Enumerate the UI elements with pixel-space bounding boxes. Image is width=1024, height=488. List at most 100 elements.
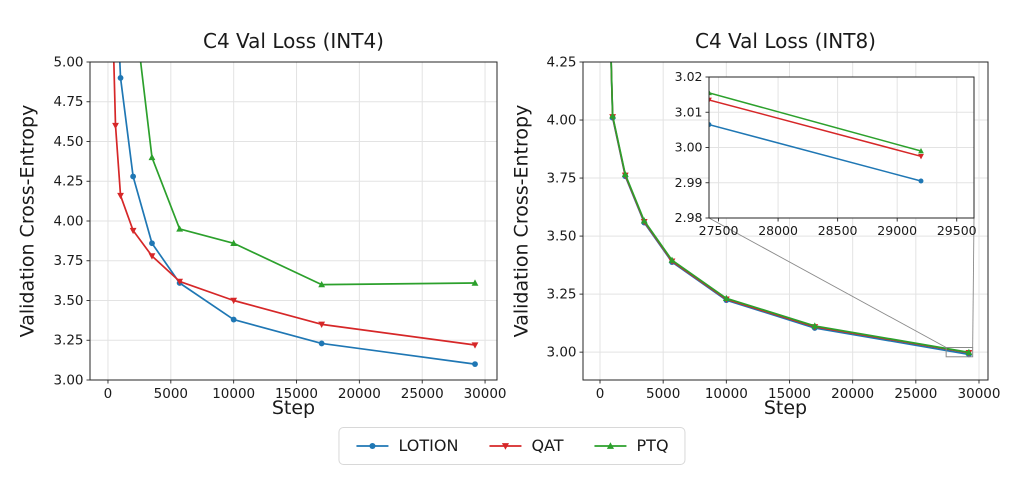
series-qat — [112, 62, 479, 349]
marker-triangle-down — [230, 297, 238, 305]
marker-triangle-up — [640, 217, 648, 224]
marker-triangle-down — [501, 443, 510, 450]
x-tick-label: 25000 — [894, 386, 937, 402]
x-tick-label: 29000 — [877, 223, 917, 238]
marker-triangle-up — [609, 112, 617, 119]
marker-circle — [130, 173, 137, 180]
x-tick-label: 27500 — [699, 223, 739, 238]
y-axis-label: Validation Cross-Entropy — [510, 105, 532, 338]
x-tick-label: 5000 — [646, 386, 680, 402]
series-lotion-line — [709, 123, 922, 182]
marker-triangle-up — [918, 147, 924, 154]
marker-circle — [230, 316, 237, 323]
marker-triangle-down — [471, 342, 479, 349]
y-tick-label: 3.00 — [546, 345, 576, 361]
series-lotion — [709, 122, 924, 184]
y-tick-label: 5.00 — [53, 54, 83, 70]
marker-triangle-up — [130, 0, 137, 1]
marker-triangle-down — [709, 97, 712, 103]
marker-circle — [318, 340, 325, 347]
series-ptq-line — [709, 92, 922, 152]
marker-circle — [117, 75, 124, 81]
legend: LOTION QAT PTQ — [338, 427, 686, 465]
marker-triangle-up — [230, 239, 238, 246]
x-tick-label: 0 — [596, 386, 605, 402]
axis-ticks: 27500 28000 28500 29000 29500 2.98 2.99 3.00 3.0… — [675, 69, 977, 238]
marker-triangle-up — [148, 153, 156, 161]
y-tick-label: 4.25 — [53, 174, 83, 190]
y-tick-label: 4.50 — [53, 134, 83, 150]
y-tick-label: 3.01 — [675, 104, 703, 119]
series-lotion — [117, 62, 478, 367]
y-tick-label: 4.25 — [546, 54, 576, 70]
y-tick-label: 3.00 — [53, 372, 83, 388]
legend-marker-triangle-down-icon — [489, 443, 522, 450]
legend-label: LOTION — [398, 436, 459, 455]
axis-ticks: 0 5000 10000 15000 20000 25000 30000 3.00 3.25 3.… — [546, 54, 1000, 402]
series-lotion-line — [118, 62, 476, 365]
marker-circle — [369, 442, 376, 450]
chart-int8-inset: 27500 28000 28500 29000 29500 2.98 2.99 3.00 3.0… — [675, 69, 977, 238]
x-tick-label: 28500 — [818, 223, 858, 238]
marker-triangle-up — [965, 348, 973, 356]
marker-triangle-up — [318, 281, 326, 288]
y-tick-label: 4.00 — [546, 112, 576, 128]
series-qat-markers — [112, 122, 479, 349]
x-tick-label: 20000 — [338, 386, 381, 402]
y-tick-label: 3.50 — [53, 293, 83, 309]
x-axis-label: Step — [272, 397, 315, 419]
marker-triangle-down — [117, 192, 124, 200]
marker-triangle-up — [471, 279, 479, 286]
series-qat-markers — [709, 97, 924, 160]
zoom-indicator-rect — [945, 347, 974, 358]
series-ptq-markers — [130, 0, 479, 288]
x-tick-label: 15000 — [768, 386, 811, 402]
legend-label: PTQ — [636, 436, 669, 455]
chart-title-int4: C4 Val Loss (INT4) — [203, 29, 384, 53]
legend-label: QAT — [531, 436, 564, 455]
marker-triangle-down — [112, 122, 119, 130]
x-tick-label: 10000 — [705, 386, 748, 402]
marker-triangle-up — [668, 256, 676, 263]
legend-item-qat: QAT — [488, 436, 564, 455]
y-tick-label: 2.98 — [675, 210, 703, 225]
series-lotion-markers — [117, 75, 478, 367]
marker-circle — [918, 178, 924, 184]
zoom-connector-line — [972, 217, 975, 348]
x-tick-label: 29500 — [937, 223, 977, 238]
chart-title-int8: C4 Val Loss (INT8) — [695, 29, 876, 53]
series-ptq — [709, 89, 924, 154]
x-tick-label: 28000 — [758, 223, 798, 238]
legend-item-lotion: LOTION — [355, 438, 458, 454]
y-tick-label: 3.00 — [675, 140, 703, 155]
marker-triangle-up — [709, 89, 712, 96]
axis-ticks: 0 5000 10000 15000 20000 25000 30000 3.00 3.25 3.… — [53, 54, 506, 402]
axes-spines — [582, 61, 989, 381]
marker-circle — [149, 240, 155, 247]
y-tick-label: 4.75 — [53, 94, 83, 110]
y-tick-label: 4.00 — [53, 213, 83, 229]
series-qat-line — [709, 99, 922, 158]
x-tick-label: 0 — [104, 386, 113, 402]
x-tick-label: 30000 — [464, 386, 507, 402]
marker-circle — [472, 361, 478, 367]
marker-circle — [709, 122, 712, 128]
marker-triangle-down — [148, 253, 156, 260]
x-tick-label: 10000 — [212, 386, 255, 402]
x-tick-label: 5000 — [154, 386, 188, 402]
series-ptq — [130, 0, 479, 288]
marker-triangle-down — [918, 154, 924, 160]
zoom-connector-line — [708, 217, 947, 348]
series-ptq — [609, 62, 973, 356]
series-qat — [709, 97, 924, 160]
zoom-connectors — [708, 217, 975, 348]
x-axis-label: Step — [764, 397, 807, 419]
chart-int8: 0 5000 10000 15000 20000 25000 30000 3.00 3.25 3.… — [510, 29, 1000, 419]
y-tick-label: 3.75 — [546, 171, 576, 187]
series-ptq-markers — [609, 112, 973, 356]
x-tick-label: 15000 — [275, 386, 318, 402]
legend-marker-triangle-up-icon — [594, 442, 627, 449]
y-tick-label: 3.50 — [546, 229, 576, 245]
gridlines — [90, 61, 497, 381]
